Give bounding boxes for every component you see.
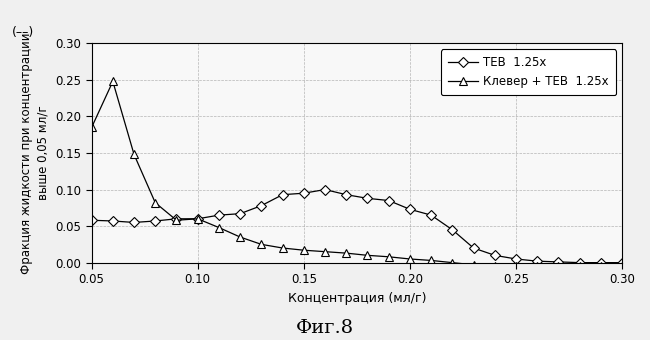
Клевер + ТЕВ  1.25x: [300, 248, 307, 252]
Клевер + ТЕВ  1.25x: [491, 264, 499, 268]
ТЕВ  1.25x: [88, 218, 96, 222]
ТЕВ  1.25x: [343, 193, 350, 197]
Клевер + ТЕВ  1.25x: [194, 217, 202, 221]
Клевер + ТЕВ  1.25x: [427, 258, 435, 262]
ТЕВ  1.25x: [470, 246, 478, 250]
Клевер + ТЕВ  1.25x: [385, 255, 393, 259]
ТЕВ  1.25x: [173, 217, 181, 221]
Клевер + ТЕВ  1.25x: [576, 264, 584, 268]
Клевер + ТЕВ  1.25x: [236, 235, 244, 239]
Клевер + ТЕВ  1.25x: [130, 152, 138, 156]
ТЕВ  1.25x: [406, 207, 414, 211]
Клевер + ТЕВ  1.25x: [279, 246, 287, 250]
ТЕВ  1.25x: [300, 191, 307, 195]
Клевер + ТЕВ  1.25x: [448, 260, 456, 265]
ТЕВ  1.25x: [321, 188, 329, 192]
Клевер + ТЕВ  1.25x: [321, 250, 329, 254]
Клевер + ТЕВ  1.25x: [363, 253, 371, 257]
Line: ТЕВ  1.25x: ТЕВ 1.25x: [88, 186, 625, 266]
ТЕВ  1.25x: [385, 199, 393, 203]
ТЕВ  1.25x: [363, 196, 371, 200]
Клевер + ТЕВ  1.25x: [597, 264, 604, 268]
ТЕВ  1.25x: [279, 193, 287, 197]
Клевер + ТЕВ  1.25x: [618, 264, 626, 268]
Клевер + ТЕВ  1.25x: [554, 264, 562, 268]
Клевер + ТЕВ  1.25x: [257, 242, 265, 246]
ТЕВ  1.25x: [597, 260, 604, 265]
Клевер + ТЕВ  1.25x: [215, 225, 223, 230]
ТЕВ  1.25x: [491, 253, 499, 257]
Клевер + ТЕВ  1.25x: [406, 257, 414, 261]
Y-axis label: Фракция жидкости при концентрации
выше 0,05 мл/г: Фракция жидкости при концентрации выше 0…: [20, 32, 49, 274]
Клевер + ТЕВ  1.25x: [109, 79, 117, 83]
ТЕВ  1.25x: [448, 228, 456, 232]
ТЕВ  1.25x: [109, 219, 117, 223]
ТЕВ  1.25x: [427, 213, 435, 217]
ТЕВ  1.25x: [618, 260, 626, 265]
Клевер + ТЕВ  1.25x: [343, 251, 350, 255]
ТЕВ  1.25x: [236, 211, 244, 216]
ТЕВ  1.25x: [576, 260, 584, 265]
Legend: ТЕВ  1.25x, Клевер + ТЕВ  1.25x: ТЕВ 1.25x, Клевер + ТЕВ 1.25x: [441, 49, 616, 96]
ТЕВ  1.25x: [215, 213, 223, 217]
Text: Фиг.8: Фиг.8: [296, 319, 354, 337]
Line: Клевер + ТЕВ  1.25x: Клевер + ТЕВ 1.25x: [88, 77, 626, 270]
ТЕВ  1.25x: [554, 260, 562, 264]
ТЕВ  1.25x: [151, 219, 159, 223]
ТЕВ  1.25x: [130, 220, 138, 224]
Text: (––): (––): [12, 26, 34, 39]
X-axis label: Концентрация (мл/г): Концентрация (мл/г): [287, 292, 426, 305]
Клевер + ТЕВ  1.25x: [533, 264, 541, 268]
ТЕВ  1.25x: [257, 204, 265, 208]
Клевер + ТЕВ  1.25x: [88, 125, 96, 130]
Клевер + ТЕВ  1.25x: [470, 263, 478, 267]
ТЕВ  1.25x: [533, 259, 541, 263]
ТЕВ  1.25x: [512, 257, 520, 261]
Клевер + ТЕВ  1.25x: [151, 201, 159, 205]
Клевер + ТЕВ  1.25x: [512, 264, 520, 268]
Клевер + ТЕВ  1.25x: [173, 218, 181, 222]
ТЕВ  1.25x: [194, 217, 202, 221]
